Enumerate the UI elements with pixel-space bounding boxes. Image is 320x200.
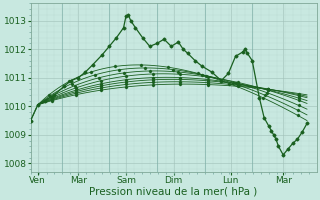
X-axis label: Pression niveau de la mer( hPa ): Pression niveau de la mer( hPa ) xyxy=(90,187,258,197)
